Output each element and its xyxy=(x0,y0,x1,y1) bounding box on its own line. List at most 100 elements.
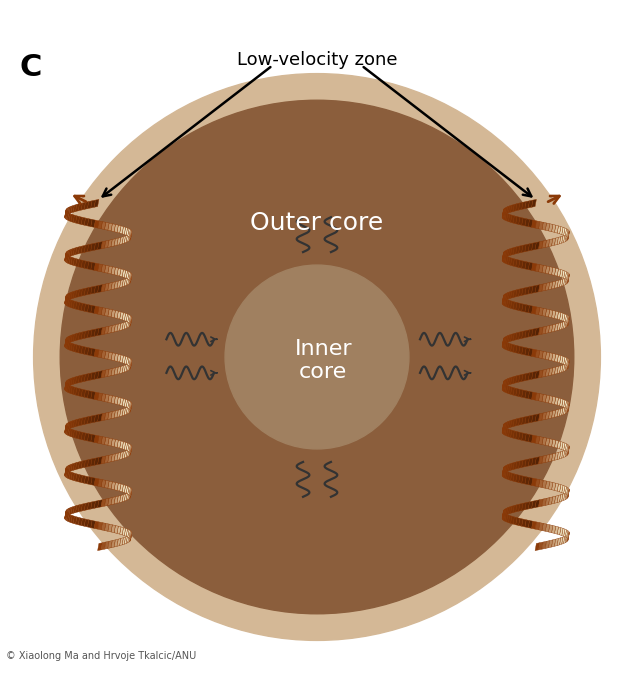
Polygon shape xyxy=(562,313,565,321)
Polygon shape xyxy=(507,256,510,265)
Polygon shape xyxy=(126,228,129,236)
Polygon shape xyxy=(568,231,569,240)
Polygon shape xyxy=(67,256,70,264)
Polygon shape xyxy=(515,203,520,211)
Polygon shape xyxy=(519,202,523,210)
Polygon shape xyxy=(542,284,547,291)
Polygon shape xyxy=(522,288,526,295)
Polygon shape xyxy=(510,204,514,212)
Polygon shape xyxy=(507,343,510,350)
Polygon shape xyxy=(122,270,126,277)
Polygon shape xyxy=(65,426,67,434)
Polygon shape xyxy=(502,509,504,518)
Polygon shape xyxy=(130,232,132,240)
Polygon shape xyxy=(75,333,79,341)
Polygon shape xyxy=(108,325,112,334)
Polygon shape xyxy=(67,385,70,393)
Polygon shape xyxy=(84,390,89,398)
Polygon shape xyxy=(557,441,561,449)
Polygon shape xyxy=(67,250,70,257)
Polygon shape xyxy=(566,487,569,496)
Polygon shape xyxy=(75,204,79,211)
Polygon shape xyxy=(117,452,121,460)
Polygon shape xyxy=(101,241,106,249)
Polygon shape xyxy=(130,361,132,369)
Polygon shape xyxy=(120,269,124,277)
Polygon shape xyxy=(508,386,512,394)
Polygon shape xyxy=(525,477,529,484)
Polygon shape xyxy=(78,289,82,297)
Polygon shape xyxy=(87,287,92,295)
Polygon shape xyxy=(552,539,556,547)
Polygon shape xyxy=(75,376,79,384)
Polygon shape xyxy=(552,482,556,491)
Polygon shape xyxy=(122,322,126,330)
Polygon shape xyxy=(538,393,543,402)
Polygon shape xyxy=(552,238,556,246)
Polygon shape xyxy=(124,442,127,450)
Polygon shape xyxy=(91,477,96,485)
Polygon shape xyxy=(548,525,553,532)
Polygon shape xyxy=(67,423,69,430)
Polygon shape xyxy=(122,537,126,545)
Polygon shape xyxy=(124,528,127,537)
Polygon shape xyxy=(532,220,536,228)
Polygon shape xyxy=(515,518,520,525)
Polygon shape xyxy=(565,492,567,500)
Polygon shape xyxy=(105,412,109,420)
Text: C: C xyxy=(19,53,41,82)
Polygon shape xyxy=(503,384,505,391)
Polygon shape xyxy=(65,509,68,517)
Polygon shape xyxy=(535,285,540,293)
Polygon shape xyxy=(502,209,503,218)
Polygon shape xyxy=(503,466,505,474)
Polygon shape xyxy=(101,370,106,378)
Polygon shape xyxy=(513,204,517,211)
Polygon shape xyxy=(503,337,505,345)
Polygon shape xyxy=(538,456,543,464)
Polygon shape xyxy=(87,373,92,381)
Polygon shape xyxy=(532,263,536,271)
Polygon shape xyxy=(91,306,96,313)
Polygon shape xyxy=(503,427,505,434)
Polygon shape xyxy=(75,418,79,427)
Polygon shape xyxy=(65,338,67,345)
Polygon shape xyxy=(73,387,77,395)
Polygon shape xyxy=(548,540,553,548)
Polygon shape xyxy=(108,309,112,317)
Polygon shape xyxy=(532,435,536,443)
Polygon shape xyxy=(108,395,112,403)
Polygon shape xyxy=(73,516,77,524)
Polygon shape xyxy=(510,430,514,438)
Polygon shape xyxy=(505,250,508,257)
Polygon shape xyxy=(114,396,119,404)
Polygon shape xyxy=(504,250,507,258)
Polygon shape xyxy=(131,360,132,368)
Polygon shape xyxy=(522,519,526,527)
Polygon shape xyxy=(108,541,112,548)
Polygon shape xyxy=(560,408,563,416)
Polygon shape xyxy=(84,502,89,510)
Polygon shape xyxy=(502,426,504,434)
Polygon shape xyxy=(130,359,132,367)
Polygon shape xyxy=(562,528,565,537)
Polygon shape xyxy=(545,411,550,419)
Polygon shape xyxy=(532,521,536,529)
Polygon shape xyxy=(94,286,99,293)
Polygon shape xyxy=(565,401,567,409)
Polygon shape xyxy=(542,437,547,445)
Polygon shape xyxy=(507,464,510,472)
Polygon shape xyxy=(94,220,99,228)
Polygon shape xyxy=(127,535,130,543)
Polygon shape xyxy=(98,457,102,464)
Polygon shape xyxy=(81,475,86,483)
Polygon shape xyxy=(567,489,569,496)
Polygon shape xyxy=(515,259,520,268)
Polygon shape xyxy=(545,524,550,532)
Polygon shape xyxy=(515,302,520,311)
Polygon shape xyxy=(65,466,68,474)
Polygon shape xyxy=(87,330,92,338)
Polygon shape xyxy=(528,458,533,466)
Polygon shape xyxy=(504,508,507,516)
Polygon shape xyxy=(127,492,130,500)
